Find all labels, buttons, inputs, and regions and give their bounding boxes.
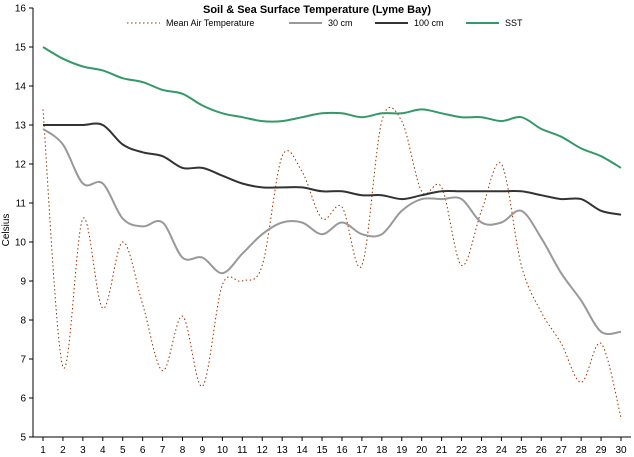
series-line-0	[42, 106, 622, 418]
x-tick-label: 7	[160, 445, 166, 456]
y-tick-label: 6	[20, 394, 26, 405]
x-tick-label: 17	[356, 445, 368, 456]
y-tick-label: 8	[20, 316, 26, 327]
x-tick-label: 1	[40, 445, 46, 456]
x-tick-label: 28	[576, 445, 588, 456]
y-tick-label: 14	[15, 82, 27, 93]
series-line-1	[42, 128, 622, 335]
y-tick-label: 15	[15, 43, 27, 54]
x-tick-label: 5	[120, 445, 126, 456]
x-tick-label: 30	[615, 445, 627, 456]
x-tick-label: 9	[200, 445, 206, 456]
x-tick-label: 3	[80, 445, 86, 456]
x-tick-label: 26	[536, 445, 548, 456]
x-tick-label: 27	[556, 445, 568, 456]
x-tick-label: 12	[257, 445, 269, 456]
x-tick-label: 29	[596, 445, 608, 456]
legend-label: SST	[505, 18, 523, 28]
x-tick-label: 15	[316, 445, 328, 456]
y-tick-label: 13	[15, 121, 27, 132]
y-tick-label: 9	[20, 277, 26, 288]
x-tick-label: 14	[297, 445, 309, 456]
chart-title: Soil & Sea Surface Temperature (Lyme Bay…	[203, 4, 431, 16]
x-tick-label: 16	[336, 445, 348, 456]
legend: Mean Air Temperature 30 cm 100 cm SST	[127, 18, 523, 28]
y-tick-label: 7	[20, 355, 26, 366]
series-line-3	[42, 46, 622, 169]
x-tick-label: 23	[476, 445, 488, 456]
x-tick-label: 8	[180, 445, 186, 456]
x-tick-label: 10	[217, 445, 229, 456]
y-axis-label: Celsius	[1, 214, 12, 247]
y-tick-label: 16	[15, 4, 27, 15]
x-tick-label: 21	[436, 445, 448, 456]
y-tick-label: 10	[15, 238, 27, 249]
legend-label: Mean Air Temperature	[166, 18, 254, 28]
series-line-2	[42, 122, 622, 216]
x-tick-label: 18	[376, 445, 388, 456]
legend-label: 100 cm	[414, 18, 444, 28]
x-tick-label: 4	[100, 445, 106, 456]
x-tick-label: 2	[60, 445, 66, 456]
y-tick-label: 11	[16, 199, 27, 210]
y-tick-label: 5	[20, 433, 26, 444]
x-tick-label: 13	[277, 445, 289, 456]
x-tick-label: 6	[140, 445, 146, 456]
x-tick-label: 22	[456, 445, 468, 456]
x-tick-label: 20	[416, 445, 428, 456]
x-tick-label: 11	[237, 445, 248, 456]
x-tick-label: 25	[516, 445, 528, 456]
series-layer	[42, 46, 622, 418]
x-tick-label: 19	[396, 445, 408, 456]
y-tick-label: 12	[15, 160, 27, 171]
x-tick-label: 24	[496, 445, 508, 456]
legend-label: 30 cm	[328, 18, 353, 28]
